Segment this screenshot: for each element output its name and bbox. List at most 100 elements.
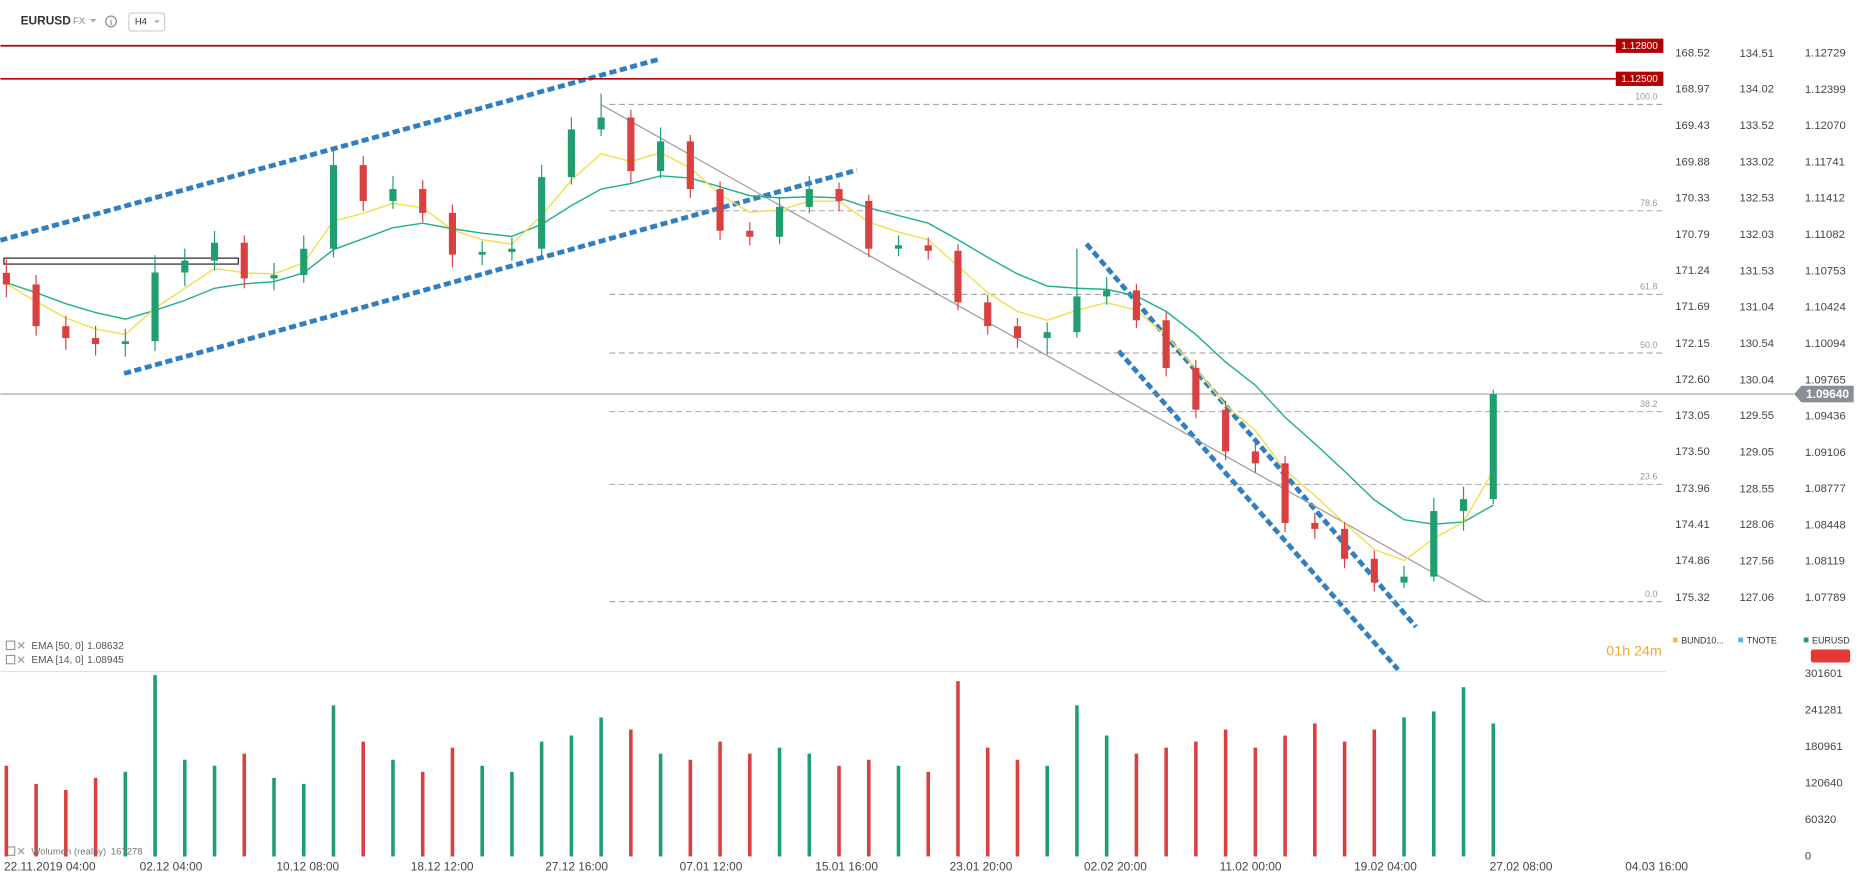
candle-body <box>775 206 784 237</box>
volume-bar <box>837 765 841 857</box>
volume-bar <box>1164 747 1168 857</box>
interval-box[interactable] <box>128 12 166 32</box>
y-tick-label: 1.09436 <box>1805 411 1846 423</box>
ema-line <box>6 175 1494 525</box>
market: FX <box>73 16 86 27</box>
compare-name[interactable]: EURUSD <box>1812 636 1850 646</box>
volume-bar <box>658 753 663 857</box>
candle-body <box>597 117 605 130</box>
volume-bar <box>361 741 366 857</box>
interval[interactable]: H4 <box>135 17 147 28</box>
y-tick-label: 1.10424 <box>1805 302 1846 314</box>
compare-swatch <box>1738 637 1744 643</box>
candle-body <box>1073 296 1081 333</box>
candle-body <box>121 341 129 345</box>
y-tick-label: 174.86 <box>1675 555 1710 567</box>
candle-body <box>924 245 932 251</box>
volume-bar <box>1223 729 1228 857</box>
y-tick-label: 1.07789 <box>1805 592 1846 604</box>
volume-bar <box>331 705 336 857</box>
y-tick-label: 175.32 <box>1675 592 1710 604</box>
legend-icon[interactable] <box>17 847 25 855</box>
x-tick-label: 02.02 20:00 <box>1084 859 1147 873</box>
candle-body <box>627 117 635 172</box>
volume-bar <box>926 771 931 857</box>
y-tick-label: 132.53 <box>1739 192 1774 204</box>
info-icon[interactable] <box>105 15 117 28</box>
volume-bar <box>1045 765 1049 857</box>
y-tick-label: 132.03 <box>1739 229 1774 241</box>
y-tick-label: 173.05 <box>1675 410 1710 422</box>
candle-body <box>1281 463 1289 523</box>
y-tick-label: 1.08777 <box>1805 483 1846 495</box>
countdown: 01h 24m <box>1606 644 1662 660</box>
price-level-label: 1.12500 <box>1621 74 1658 85</box>
legend-icon[interactable] <box>17 656 25 663</box>
x-tick-label: 11.02 00:00 <box>1220 859 1282 873</box>
candle-body <box>478 251 486 255</box>
y-tick-label: 1.08448 <box>1805 519 1846 531</box>
volume-bar <box>1015 759 1020 857</box>
volume-bar <box>272 777 276 857</box>
volume-bar <box>4 765 9 857</box>
fib-label: 0.0 <box>1645 589 1657 599</box>
volume-bar <box>1402 717 1406 857</box>
y-tick-label: 1.12399 <box>1805 84 1846 96</box>
y-tick-label: 130.04 <box>1739 374 1774 386</box>
y-tick-label: 170.33 <box>1675 192 1710 204</box>
volume-bar <box>1075 705 1079 857</box>
compare-button[interactable] <box>1810 649 1851 663</box>
y-tick-label: 1.11412 <box>1805 193 1845 205</box>
volume-tick-label: 301601 <box>1805 668 1843 680</box>
candle-body <box>1103 290 1111 297</box>
compare-swatch <box>1672 637 1678 643</box>
candle-body <box>657 141 665 172</box>
compare-name[interactable]: BUND10... <box>1681 636 1724 646</box>
y-tick-label: 1.11741 <box>1805 156 1845 168</box>
legend-icon[interactable] <box>17 641 25 649</box>
y-tick-label: 1.10753 <box>1805 265 1846 277</box>
volume-bar <box>242 753 247 857</box>
candle-body <box>359 165 367 201</box>
x-tick-label: 27.02 08:00 <box>1490 859 1553 873</box>
y-tick-label: 168.97 <box>1675 83 1710 95</box>
candle-body <box>1013 326 1022 339</box>
volume-legend: Wolumen (realny) 167278 <box>31 846 142 857</box>
fib-label: 38.2 <box>1640 399 1657 409</box>
candle-body <box>419 189 427 213</box>
volume-bar <box>123 771 128 857</box>
candle-body <box>954 250 962 303</box>
compare-name[interactable]: TNOTE <box>1747 636 1777 646</box>
price-level-box <box>1615 38 1664 53</box>
y-tick-label: 170.79 <box>1675 229 1710 241</box>
x-tick-label: 10.12 08:00 <box>276 859 339 873</box>
candle-body <box>1043 332 1051 339</box>
ema-legend-value: 1.08632 <box>87 641 124 652</box>
y-tick-label: 1.09765 <box>1805 374 1846 386</box>
market-caret[interactable] <box>89 19 97 23</box>
volume-bar <box>301 783 306 857</box>
y-tick-label: 127.56 <box>1739 556 1774 568</box>
candle-body <box>567 129 575 178</box>
volume-bar <box>1491 723 1496 857</box>
y-tick-label: 128.06 <box>1739 519 1774 531</box>
volume-bar <box>777 747 782 857</box>
candle-body <box>181 260 189 273</box>
volume-tick-label: 60320 <box>1805 814 1836 826</box>
last-price-label: 1.09640 <box>1806 387 1849 401</box>
volume-tick-label: 0 <box>1805 850 1811 862</box>
x-tick-label: 04.03 16:00 <box>1625 859 1688 873</box>
price-level-label: 1.12800 <box>1621 41 1658 52</box>
volume-tick-label: 241281 <box>1805 705 1843 717</box>
y-tick-label: 1.08119 <box>1805 556 1845 568</box>
candle-body <box>448 212 457 255</box>
symbol[interactable]: EURUSD <box>21 14 72 28</box>
interval-caret <box>153 20 160 24</box>
last-price-box <box>1794 385 1854 403</box>
candle-body <box>1489 394 1497 500</box>
candle-body <box>508 248 516 252</box>
candle-body <box>1400 576 1408 583</box>
candle-body <box>2 272 10 285</box>
y-tick-label: 129.55 <box>1739 410 1774 422</box>
